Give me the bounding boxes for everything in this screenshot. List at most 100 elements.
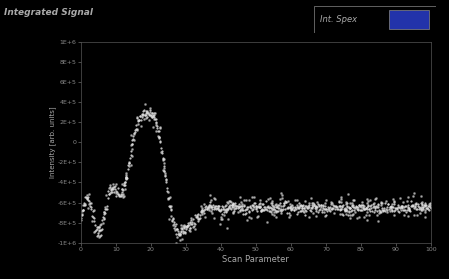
Point — [178, 226, 185, 231]
Point — [229, 205, 237, 209]
Point — [379, 201, 386, 205]
Point — [208, 211, 215, 215]
Point — [418, 206, 426, 210]
Point — [200, 202, 207, 206]
Point — [341, 208, 348, 213]
Point — [101, 205, 108, 210]
Point — [119, 192, 127, 197]
Point — [149, 111, 156, 116]
Point — [79, 203, 87, 208]
Point — [283, 199, 290, 204]
Point — [133, 115, 140, 120]
Point — [276, 203, 283, 208]
Point — [389, 205, 396, 210]
Point — [358, 205, 365, 210]
Point — [237, 209, 244, 213]
Point — [410, 213, 417, 217]
Point — [79, 207, 87, 212]
Point — [367, 198, 374, 202]
Point — [277, 197, 284, 201]
Point — [217, 217, 224, 221]
Point — [123, 175, 130, 180]
Point — [83, 193, 90, 197]
Point — [137, 124, 145, 128]
Point — [145, 118, 152, 122]
Point — [236, 195, 243, 199]
Point — [386, 209, 393, 213]
Point — [153, 123, 160, 128]
Y-axis label: Intensity [arb. units]: Intensity [arb. units] — [49, 107, 56, 178]
Point — [189, 225, 196, 229]
Point — [278, 193, 286, 197]
Point — [387, 205, 395, 209]
Point — [350, 198, 357, 202]
Point — [152, 111, 159, 116]
Point — [185, 222, 193, 227]
Point — [78, 213, 85, 217]
Point — [153, 129, 160, 133]
Point — [258, 201, 265, 206]
Point — [273, 201, 280, 206]
Point — [172, 228, 179, 232]
Point — [309, 201, 316, 206]
Point — [158, 150, 165, 154]
Point — [350, 212, 357, 216]
Point — [336, 203, 343, 208]
Point — [223, 226, 230, 230]
Point — [238, 206, 245, 211]
Point — [376, 211, 383, 215]
Point — [160, 168, 167, 173]
Point — [421, 203, 428, 207]
Point — [167, 204, 174, 208]
Point — [256, 198, 264, 202]
Point — [224, 217, 231, 221]
Point — [215, 208, 222, 213]
Point — [183, 225, 190, 229]
Point — [341, 208, 348, 212]
Point — [278, 204, 285, 208]
Point — [246, 215, 253, 220]
Point — [165, 189, 172, 194]
Point — [343, 208, 350, 212]
Point — [148, 114, 155, 118]
Point — [345, 209, 352, 213]
Point — [353, 216, 361, 220]
Point — [88, 201, 95, 205]
Point — [135, 122, 142, 126]
Point — [109, 185, 116, 189]
Point — [243, 198, 250, 202]
Point — [238, 199, 245, 204]
Point — [319, 203, 326, 207]
Point — [364, 198, 371, 203]
Point — [286, 215, 293, 219]
Point — [291, 198, 299, 202]
Point — [238, 201, 245, 206]
Point — [313, 204, 320, 208]
Point — [249, 195, 256, 200]
Point — [374, 203, 382, 207]
Point — [127, 163, 134, 168]
Point — [207, 204, 214, 208]
Point — [329, 201, 336, 205]
Point — [379, 208, 386, 212]
Point — [130, 137, 137, 142]
Point — [223, 200, 230, 205]
Point — [317, 205, 325, 210]
Point — [180, 230, 187, 234]
Point — [251, 195, 258, 199]
Point — [287, 202, 294, 206]
Point — [221, 207, 228, 211]
Point — [342, 200, 349, 204]
Point — [106, 190, 114, 195]
Point — [343, 208, 351, 213]
Point — [97, 221, 105, 226]
Point — [203, 207, 211, 212]
Point — [297, 204, 304, 208]
Point — [119, 182, 126, 187]
Point — [176, 233, 184, 237]
Point — [122, 171, 129, 175]
Point — [360, 215, 367, 220]
Point — [348, 213, 356, 217]
Point — [152, 121, 159, 125]
Point — [249, 203, 256, 208]
